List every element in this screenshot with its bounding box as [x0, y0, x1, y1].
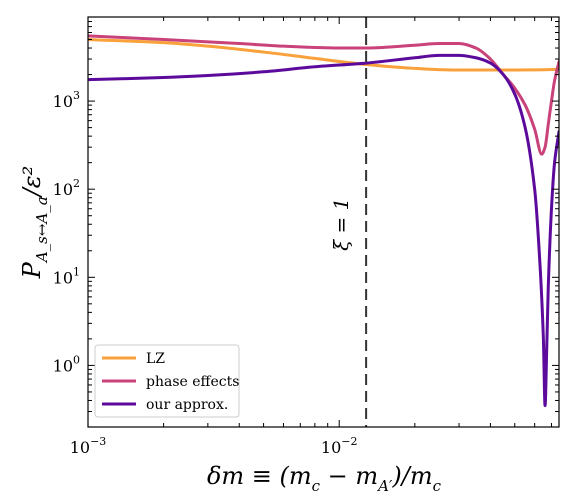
- series-layer: [88, 34, 559, 408]
- ticks-layer: 10−3 10−2 100 101 102 103: [53, 16, 559, 457]
- y-axis-label: PA_s↔A_a​/ε²: [18, 166, 51, 280]
- legend-label-lz: LZ: [146, 351, 165, 367]
- series-line-lz: [88, 37, 559, 72]
- series-line-our-approx: [88, 53, 559, 408]
- legend-box: [94, 344, 240, 418]
- y-tick-label: 100: [53, 353, 80, 375]
- legend: LZ phase effects our approx.: [94, 344, 240, 418]
- plot-frame: [87, 16, 560, 428]
- y-tick-label: 102: [53, 177, 80, 199]
- x-axis-label: δm ≡ (mc​ − mA′​)/mc​: [207, 462, 442, 495]
- x-tick-label: 10−2: [321, 435, 358, 457]
- x-tick-label: 10−3: [70, 435, 107, 457]
- series-line-phase-effects: [88, 34, 559, 156]
- legend-label-phase-effects: phase effects: [146, 374, 239, 390]
- y-tick-label: 101: [53, 265, 80, 287]
- xi-equals-one-label: ξ = 1: [329, 198, 353, 251]
- y-tick-label: 103: [53, 89, 80, 111]
- legend-label-our-approx: our approx.: [146, 397, 228, 413]
